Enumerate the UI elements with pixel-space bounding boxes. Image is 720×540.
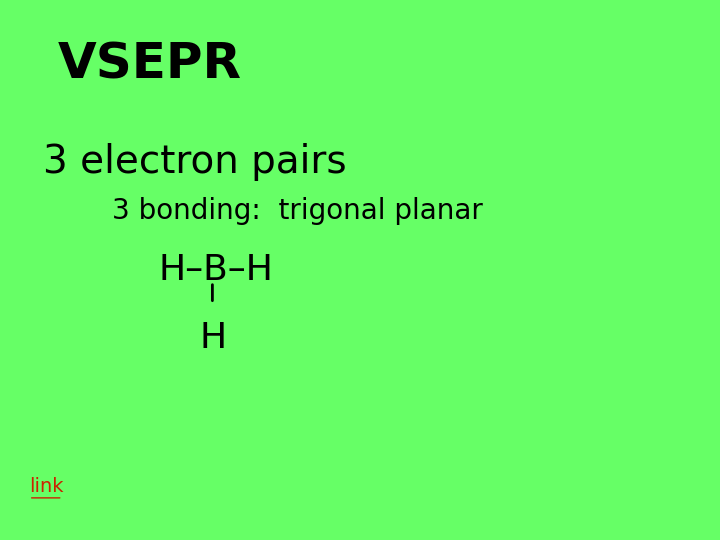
Text: 3 bonding:  trigonal planar: 3 bonding: trigonal planar [112,197,482,225]
Text: H: H [199,321,227,354]
Text: 3 electron pairs: 3 electron pairs [43,143,347,181]
Text: VSEPR: VSEPR [58,41,242,89]
Text: H–B–H: H–B–H [158,253,274,287]
Text: link: link [29,476,63,496]
